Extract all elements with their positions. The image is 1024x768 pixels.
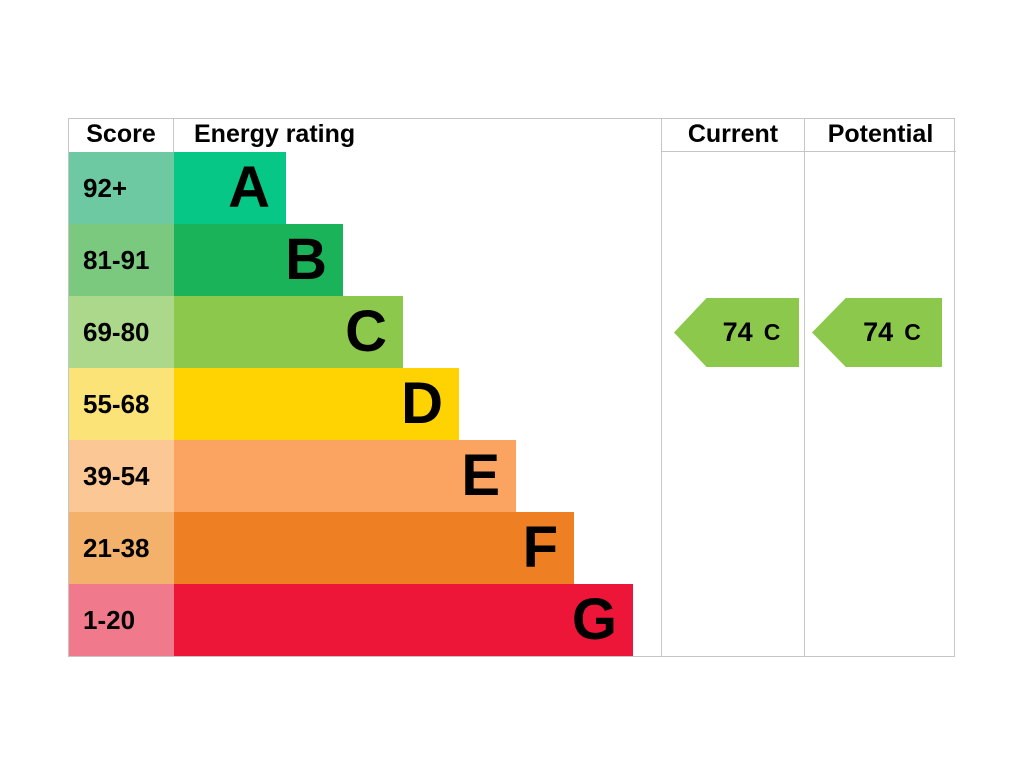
current-rating-arrow: 74 C bbox=[674, 298, 799, 367]
band-letter: A bbox=[228, 155, 270, 220]
score-range: 21-38 bbox=[69, 512, 174, 584]
score-range: 39-54 bbox=[69, 440, 174, 512]
band-letter: C bbox=[345, 299, 387, 364]
current-column-header: Current bbox=[662, 119, 804, 152]
score-column-header: Score bbox=[69, 119, 174, 152]
bands: 92+ A 81-91 B 69-80 C 55-68 D 39-54 E 21-38 F 1-20 G bbox=[69, 152, 661, 656]
band-row-b: 81-91 B bbox=[69, 224, 661, 296]
rating-bar-d: D bbox=[174, 368, 459, 440]
band-row-d: 55-68 D bbox=[69, 368, 661, 440]
band-letter: F bbox=[522, 515, 558, 580]
score-range: 55-68 bbox=[69, 368, 174, 440]
band-row-e: 39-54 E bbox=[69, 440, 661, 512]
current-rating-band: C bbox=[763, 319, 781, 345]
band-row-f: 21-38 F bbox=[69, 512, 661, 584]
energy-rating-column-header: Energy rating bbox=[194, 120, 356, 148]
band-row-a: 92+ A bbox=[69, 152, 661, 224]
band-letter: G bbox=[571, 587, 617, 652]
rating-bar-e: E bbox=[174, 440, 516, 512]
score-range: 92+ bbox=[69, 152, 174, 224]
band-letter: D bbox=[401, 371, 443, 436]
potential-rating-band: C bbox=[904, 319, 921, 345]
band-letter: B bbox=[285, 227, 327, 292]
score-range: 1-20 bbox=[69, 584, 174, 656]
potential-column-header: Potential bbox=[805, 119, 956, 152]
band-row-c: 69-80 C bbox=[69, 296, 661, 368]
rating-bar-c: C bbox=[174, 296, 403, 368]
potential-column: Potential 74 C bbox=[804, 119, 956, 656]
rating-bar-b: B bbox=[174, 224, 343, 296]
rating-bar-f: F bbox=[174, 512, 574, 584]
potential-rating-arrow: 74 C bbox=[812, 298, 942, 367]
current-rating-value: 74 bbox=[722, 317, 753, 347]
score-range: 81-91 bbox=[69, 224, 174, 296]
rating-bar-a: A bbox=[174, 152, 286, 224]
current-column: Current 74 C bbox=[661, 119, 804, 656]
potential-rating-value: 74 bbox=[863, 317, 894, 347]
band-letter: E bbox=[461, 443, 500, 508]
rating-bar-g: G bbox=[174, 584, 633, 656]
epc-chart: Score Energy rating 92+ A 81-91 B 69-80 C 55-6… bbox=[68, 118, 956, 657]
band-row-g: 1-20 G bbox=[69, 584, 661, 656]
score-range: 69-80 bbox=[69, 296, 174, 368]
